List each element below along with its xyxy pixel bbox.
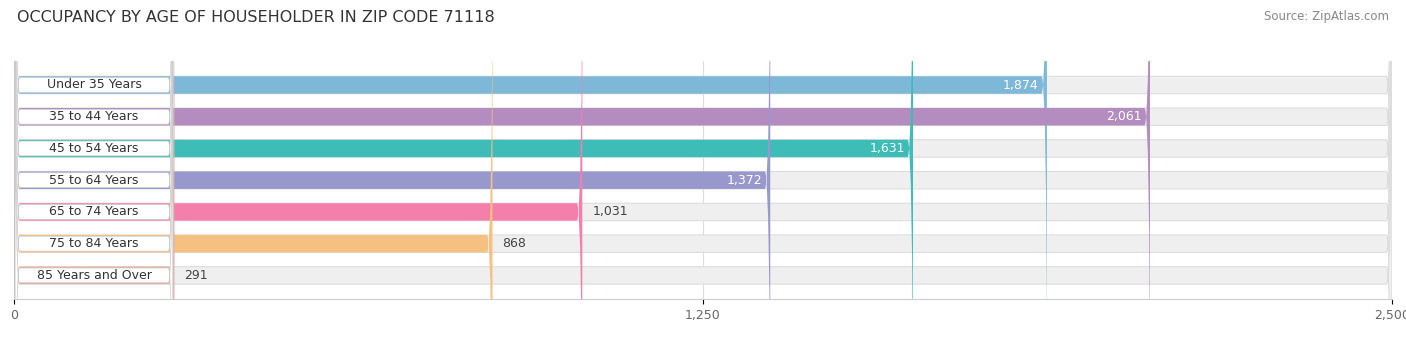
Text: 291: 291 [184,269,208,282]
Text: 2,061: 2,061 [1107,110,1142,123]
Text: 85 Years and Over: 85 Years and Over [37,269,152,282]
FancyBboxPatch shape [15,29,173,340]
FancyBboxPatch shape [14,0,1392,340]
FancyBboxPatch shape [14,0,1392,340]
Text: Source: ZipAtlas.com: Source: ZipAtlas.com [1264,10,1389,23]
FancyBboxPatch shape [14,0,1392,340]
FancyBboxPatch shape [14,0,770,340]
Text: 868: 868 [502,237,526,250]
Text: 1,031: 1,031 [592,205,628,218]
FancyBboxPatch shape [15,0,173,340]
Text: 1,631: 1,631 [869,142,904,155]
FancyBboxPatch shape [14,0,1047,340]
Text: 65 to 74 Years: 65 to 74 Years [49,205,139,218]
FancyBboxPatch shape [15,0,173,332]
FancyBboxPatch shape [14,0,912,340]
Text: 35 to 44 Years: 35 to 44 Years [49,110,139,123]
Text: 75 to 84 Years: 75 to 84 Years [49,237,139,250]
Text: 1,874: 1,874 [1002,79,1039,91]
FancyBboxPatch shape [14,0,1392,340]
FancyBboxPatch shape [14,0,582,340]
FancyBboxPatch shape [14,0,1392,340]
Text: 55 to 64 Years: 55 to 64 Years [49,174,139,187]
FancyBboxPatch shape [14,0,1150,340]
FancyBboxPatch shape [15,0,173,340]
Text: OCCUPANCY BY AGE OF HOUSEHOLDER IN ZIP CODE 71118: OCCUPANCY BY AGE OF HOUSEHOLDER IN ZIP C… [17,10,495,25]
Text: Under 35 Years: Under 35 Years [46,79,142,91]
Text: 1,372: 1,372 [727,174,762,187]
FancyBboxPatch shape [14,0,174,340]
FancyBboxPatch shape [14,0,492,340]
FancyBboxPatch shape [14,0,1392,340]
FancyBboxPatch shape [15,0,173,340]
FancyBboxPatch shape [15,0,173,340]
FancyBboxPatch shape [15,0,173,340]
Text: 45 to 54 Years: 45 to 54 Years [49,142,139,155]
FancyBboxPatch shape [14,0,1392,340]
